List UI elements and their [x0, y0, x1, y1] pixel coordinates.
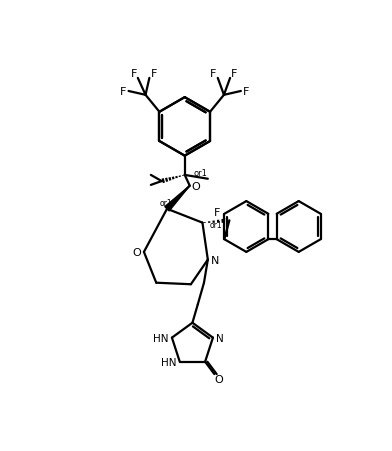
Text: or1: or1 — [210, 221, 223, 230]
Text: N: N — [211, 255, 219, 265]
Text: F: F — [120, 87, 126, 97]
Text: N: N — [216, 333, 224, 343]
Text: F: F — [243, 87, 249, 97]
Text: HN: HN — [161, 357, 177, 367]
Text: F: F — [151, 69, 157, 79]
Text: F: F — [210, 69, 216, 79]
Text: HN: HN — [153, 333, 169, 343]
Text: F: F — [231, 69, 237, 79]
Text: O: O — [192, 181, 200, 191]
Text: F: F — [131, 69, 137, 79]
Text: or1: or1 — [159, 199, 172, 207]
Text: or1: or1 — [193, 169, 207, 178]
Text: F: F — [213, 208, 220, 218]
Text: O: O — [132, 247, 142, 258]
Polygon shape — [165, 186, 190, 212]
Text: O: O — [214, 374, 223, 384]
